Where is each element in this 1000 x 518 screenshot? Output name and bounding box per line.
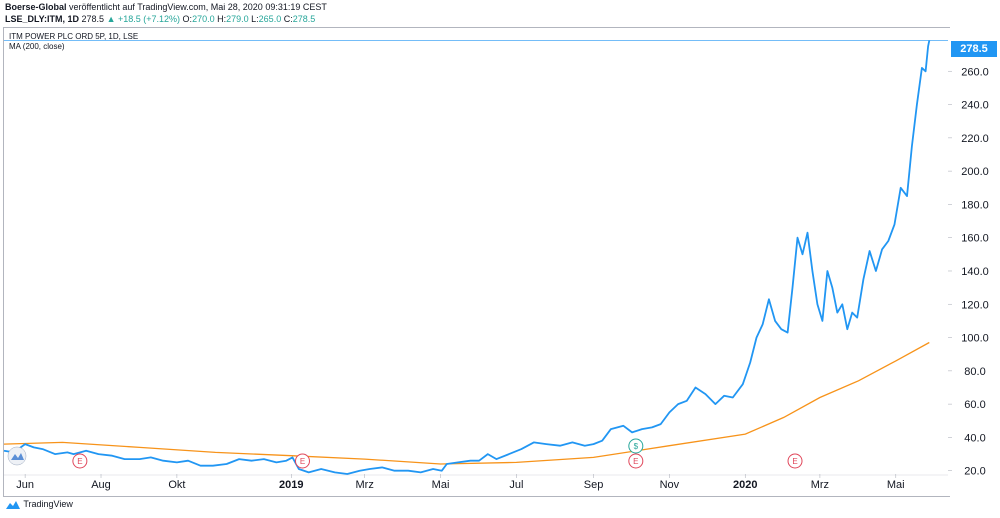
y-tick-label: 240.0 (961, 100, 989, 112)
x-tick-label: Jun (16, 479, 34, 491)
x-tick-label: Mai (432, 479, 450, 491)
symbol-summary: LSE_DLY:ITM, 1D 278.5 ▲ +18.5 (+7.12%) O… (5, 14, 315, 24)
low-label: L: (251, 14, 259, 24)
event-label: E (77, 457, 82, 466)
publish-info: Boerse-Global veröffentlicht auf Trading… (5, 2, 327, 12)
earnings-marker (72, 453, 88, 469)
event-label: E (792, 457, 797, 466)
event-label: E (633, 457, 638, 466)
close-value: 278.5 (292, 14, 316, 24)
close-label: C: (283, 14, 293, 24)
open-label: O: (182, 14, 193, 24)
last-price-tag: 278.5 (951, 41, 997, 57)
instrument-legend: ITM POWER PLC ORD 5P, 1D, LSE (9, 32, 139, 41)
y-tick-label: 20.0 (964, 466, 985, 478)
x-tick-label: Jul (509, 479, 523, 491)
high-value: 279.0 (226, 14, 249, 24)
earnings-marker (787, 453, 803, 469)
x-tick-label: 2019 (279, 479, 303, 491)
y-tick-label: 200.0 (961, 166, 989, 178)
y-tick-label: 120.0 (961, 299, 989, 311)
x-tick-label: Aug (91, 479, 111, 491)
price-line (3, 40, 931, 475)
y-tick-label: 260.0 (961, 66, 989, 78)
x-tick-label: 2020 (733, 479, 757, 491)
symbol-name: LSE_DLY:ITM, 1D (5, 14, 80, 24)
dividend-marker (628, 438, 644, 454)
earnings-marker (628, 453, 644, 469)
x-tick-label: Mrz (356, 479, 374, 491)
x-axis: Jun Aug Okt 2019 Mrz Mai Jul Sep Nov 2020 Mrz Mai (16, 474, 905, 491)
y-tick-label: 80.0 (964, 366, 985, 378)
chart-frame (3, 27, 950, 497)
y-tick-label: 140.0 (961, 266, 989, 278)
brand-name: TradingView (23, 499, 73, 509)
tradingview-logo-icon (6, 500, 20, 509)
low-value: 265.0 (258, 14, 282, 24)
earnings-marker (294, 453, 310, 469)
last-price: 278.5 (81, 14, 105, 24)
footer-brand[interactable]: TradingView (5, 499, 73, 510)
y-tick-label: 220.0 (961, 133, 989, 145)
author-name: Boerse-Global (5, 2, 67, 12)
y-axis: 20.0 40.0 60.0 80.0 100.0 120.0 140.0 160.0 180.… (948, 66, 989, 478)
y-tick-label: 180.0 (961, 199, 989, 211)
event-markers: E E E $ E (72, 438, 803, 469)
ma-200-line (3, 341, 930, 465)
y-tick-label: 100.0 (961, 333, 989, 345)
y-tick-label: 60.0 (964, 399, 985, 411)
y-tick-label: 40.0 (964, 432, 985, 444)
price-change: ▲ +18.5 (+7.12%) (106, 14, 181, 24)
x-tick-label: Sep (584, 479, 604, 491)
publish-date: veröffentlicht auf TradingView.com, Mai … (69, 2, 327, 12)
x-tick-label: Mai (887, 479, 905, 491)
x-tick-label: Mrz (811, 479, 829, 491)
x-tick-label: Nov (660, 479, 680, 491)
high-label: H: (217, 14, 227, 24)
watermark-icon (7, 446, 27, 466)
x-tick-label: Okt (168, 479, 185, 491)
y-tick-label: 160.0 (961, 233, 989, 245)
indicator-legend[interactable]: MA (200, close) (9, 42, 65, 51)
open-value: 270.0 (192, 14, 215, 24)
event-label: E (300, 457, 305, 466)
event-label: $ (634, 442, 639, 451)
